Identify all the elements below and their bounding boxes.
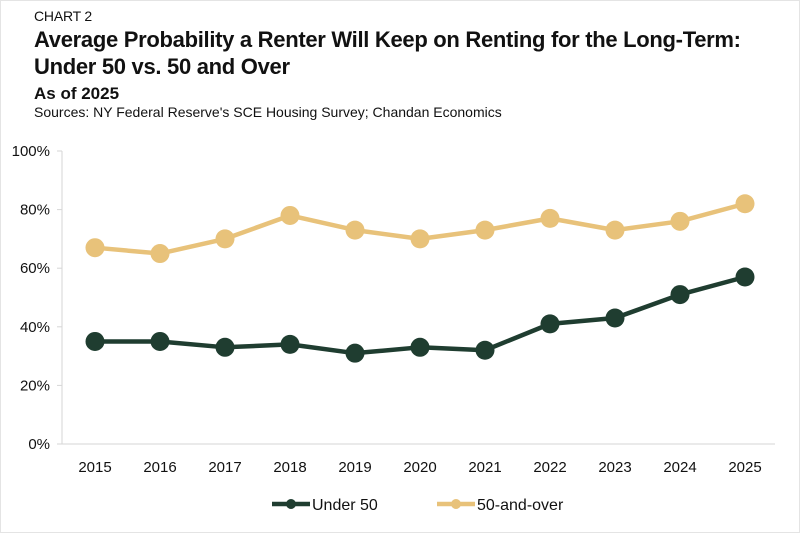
legend-label: 50-and-over (477, 497, 564, 514)
data-point (605, 220, 625, 240)
data-point (540, 208, 560, 228)
data-point (85, 331, 105, 351)
y-tick-label: 40% (20, 319, 50, 336)
x-axis-ticks: 2015 2016 2017 2018 2019 2020 2021 2022 2023 2024… (78, 459, 761, 476)
data-point (410, 337, 430, 357)
data-point (215, 337, 235, 357)
series-under-50 (85, 267, 755, 363)
legend-marker (451, 499, 461, 509)
data-point (345, 220, 365, 240)
data-point (345, 343, 365, 363)
y-tick-label: 20% (20, 377, 50, 394)
x-tick-label: 2022 (533, 459, 566, 476)
legend-item: Under 50 (272, 497, 378, 514)
series-group (85, 194, 755, 363)
data-point (670, 211, 690, 231)
y-tick-label: 60% (20, 260, 50, 277)
chart-source: Sources: NY Federal Reserve's SCE Housin… (34, 104, 502, 120)
data-point (280, 205, 300, 225)
data-point (215, 229, 235, 249)
chart-kicker: CHART 2 (34, 8, 92, 24)
x-tick-label: 2025 (728, 459, 761, 476)
x-tick-label: 2015 (78, 459, 111, 476)
y-tick-label: 80% (20, 202, 50, 219)
y-tick-label: 0% (28, 436, 50, 453)
data-point (410, 229, 430, 249)
x-tick-label: 2024 (663, 459, 696, 476)
data-point (475, 220, 495, 240)
data-point (605, 308, 625, 328)
chart-subtitle: As of 2025 (34, 84, 120, 103)
legend-item: 50-and-over (437, 497, 564, 514)
axes (61, 151, 775, 445)
x-tick-label: 2021 (468, 459, 501, 476)
y-axis-ticks: 0% 20% 40% 60% 80% 100% (12, 143, 62, 453)
data-point (540, 314, 560, 334)
data-point (735, 194, 755, 214)
data-point (150, 331, 170, 351)
chart-title-line-2: Under 50 vs. 50 and Over (34, 54, 290, 79)
y-tick-label: 100% (12, 143, 50, 160)
chart-title: Average Probability a Renter Will Keep o… (34, 26, 741, 80)
legend-marker (286, 499, 296, 509)
x-tick-label: 2023 (598, 459, 631, 476)
x-tick-label: 2020 (403, 459, 436, 476)
legend: Under 50 50-and-over (272, 497, 564, 514)
data-point (670, 285, 690, 305)
data-point (85, 238, 105, 258)
x-tick-label: 2017 (208, 459, 241, 476)
data-point (280, 334, 300, 354)
chart-title-line-1: Average Probability a Renter Will Keep o… (34, 27, 741, 52)
data-point (735, 267, 755, 287)
legend-label: Under 50 (312, 497, 378, 514)
series-50-and-over (85, 194, 755, 264)
data-point (475, 340, 495, 360)
x-tick-label: 2018 (273, 459, 306, 476)
x-tick-label: 2019 (338, 459, 371, 476)
x-tick-label: 2016 (143, 459, 176, 476)
data-point (150, 244, 170, 264)
